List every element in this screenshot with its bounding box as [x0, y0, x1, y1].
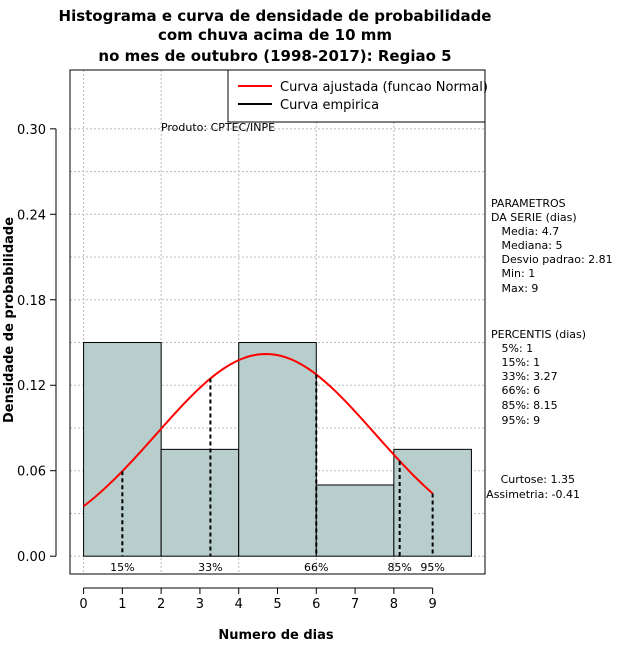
- x-tick-label: 2: [157, 597, 165, 612]
- params-line: DA SERIE (dias): [491, 211, 577, 224]
- x-tick-label: 3: [196, 597, 204, 612]
- percentile-label: 85%: [387, 561, 411, 574]
- legend-box: [227, 69, 486, 123]
- shape-stats-block: Curtose: 1.35 Assimetria: -0.41: [486, 473, 580, 501]
- percentis-line: 5%: 1: [491, 342, 533, 355]
- percentis-line: 95%: 9: [491, 414, 540, 427]
- params-line: Desvio padrao: 2.81: [491, 253, 613, 266]
- kurtosis-label: Curtose: 1.35: [501, 473, 575, 486]
- percentis-line: PERCENTIS (dias): [491, 328, 586, 341]
- params-block: PARAMETROS DA SERIE (dias) Media: 4.7 Me…: [491, 197, 613, 295]
- chart-title-line-1: Histograma e curva de densidade de proba…: [59, 7, 492, 25]
- x-tick-label: 6: [312, 597, 320, 612]
- chart-title-line-3: no mes de outubro (1998-2017): Regiao 5: [98, 47, 451, 65]
- y-tick-label: 0.24: [17, 208, 46, 223]
- percentile-markers: 15% 33% 66% 85% 95%: [110, 374, 445, 574]
- percentis-block: PERCENTIS (dias) 5%: 1 15%: 1 33%: 3.27 …: [491, 328, 586, 427]
- normal-curve-layer: [82, 352, 434, 508]
- skewness-label: Assimetria: -0.41: [486, 488, 580, 501]
- y-tick-label: 0.18: [17, 294, 46, 309]
- y-axis-label: Densidade de probabilidade: [2, 217, 17, 423]
- y-tick-label: 0.30: [17, 123, 46, 138]
- x-tick-label: 0: [79, 597, 87, 612]
- legend-label-fitted: Curva ajustada (funcao Normal): [280, 80, 488, 95]
- x-tick-label: 4: [235, 597, 243, 612]
- y-tick-label: 0.00: [17, 550, 46, 565]
- percentis-line: 15%: 1: [491, 356, 540, 369]
- x-tick-label: 5: [273, 597, 281, 612]
- percentile-label: 95%: [420, 561, 444, 574]
- params-line: Min: 1: [491, 267, 535, 280]
- chart-title-line-2: com chuva acima de 10 mm: [158, 26, 392, 44]
- x-tick-label: 7: [351, 597, 359, 612]
- params-line: Media: 4.7: [491, 225, 559, 238]
- axes: 0 1 2 3 4 5 6 7 8 9 0.00 0.06 0.12 0.18 0.24 0.30: [17, 123, 437, 612]
- product-label: Produto: CPTEC/INPE: [161, 121, 275, 134]
- percentile-label: 33%: [198, 561, 222, 574]
- percentile-label: 66%: [304, 561, 328, 574]
- x-tick-label: 1: [118, 597, 126, 612]
- params-line: PARAMETROS: [491, 197, 566, 210]
- histogram-bar: [238, 342, 317, 557]
- y-tick-label: 0.12: [17, 379, 46, 394]
- x-tick-label: 8: [390, 597, 398, 612]
- percentile-label: 15%: [110, 561, 134, 574]
- x-axis-label: Numero de dias: [218, 628, 334, 643]
- percentis-line: 33%: 3.27: [491, 370, 558, 383]
- histogram-bars: [83, 342, 472, 557]
- params-line: Max: 9: [491, 282, 538, 295]
- y-tick-label: 0.06: [17, 465, 46, 480]
- histogram-bar: [160, 448, 240, 557]
- x-tick-label: 9: [428, 597, 436, 612]
- percentis-line: 85%: 8.15: [491, 399, 558, 412]
- legend-label-empirical: Curva empirica: [280, 98, 379, 113]
- legend: Curva ajustada (funcao Normal) Curva emp…: [227, 69, 488, 123]
- histogram-bar: [315, 484, 395, 557]
- percentis-line: 66%: 6: [491, 384, 540, 397]
- fitted-normal-curve: [82, 352, 434, 508]
- params-line: Mediana: 5: [491, 239, 562, 252]
